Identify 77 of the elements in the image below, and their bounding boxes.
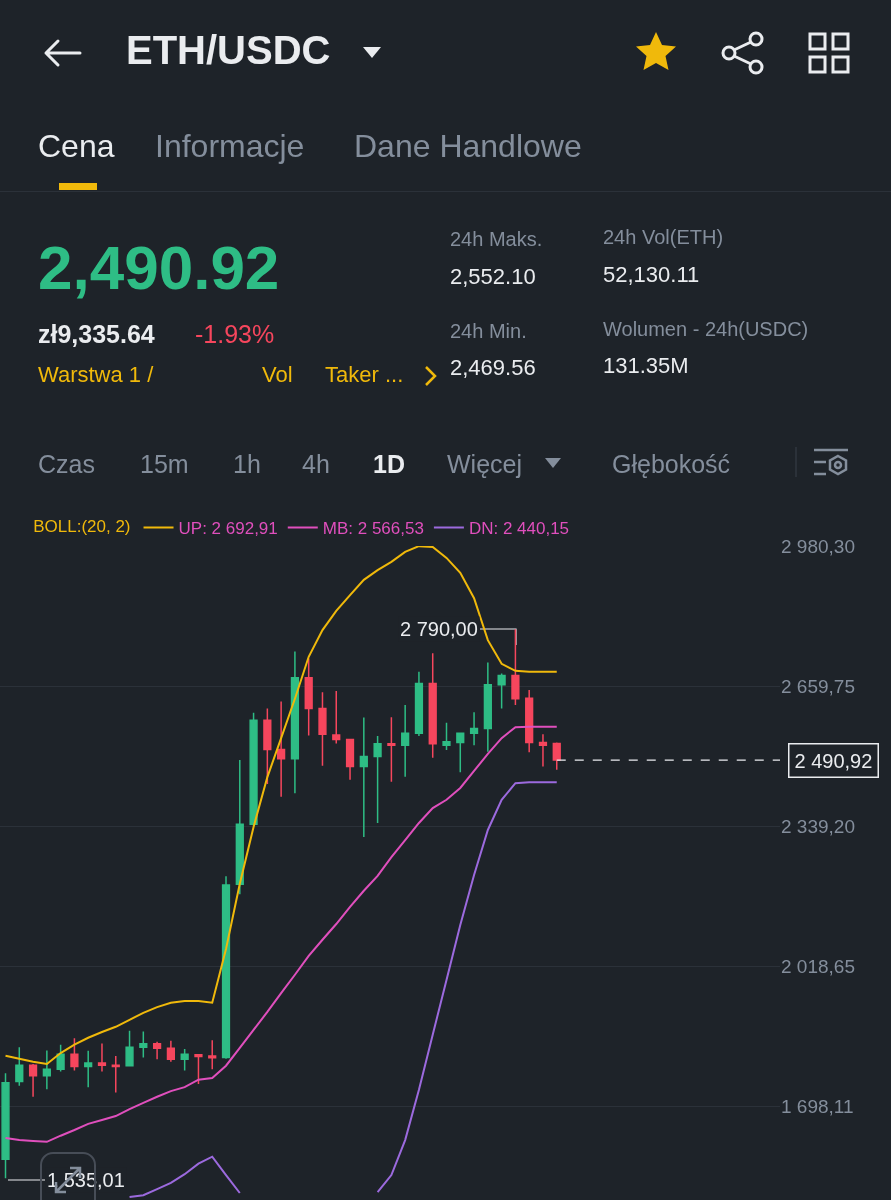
candlestick [28, 1063, 38, 1098]
candlestick [511, 628, 520, 706]
y-tick-label: 2 659,75 [781, 675, 855, 697]
text: 2,490.92 [38, 232, 280, 303]
text: Warstwa 1 / [38, 362, 154, 388]
text: 2,552.10 [450, 264, 536, 290]
text: Taker ... [325, 362, 404, 388]
text: Cena [38, 128, 115, 165]
ref-line-label: 2 490,92 [794, 749, 873, 772]
candlestick [125, 1029, 134, 1068]
candlestick [538, 733, 548, 768]
candlestick [221, 875, 231, 1060]
candlestick [277, 700, 286, 798]
candlestick [263, 707, 272, 785]
y-tick-label: 1 698,11 [781, 1096, 854, 1118]
candlestick [84, 1050, 93, 1088]
candlestick [111, 1055, 120, 1094]
candlestick [290, 650, 300, 794]
text: Więcej [447, 450, 523, 479]
candlestick [332, 690, 341, 745]
candlestick [1, 1072, 10, 1179]
legend-label: MB: 2 566,53 [322, 519, 424, 539]
candlestick [180, 1048, 189, 1072]
candlestick [70, 1037, 79, 1072]
candlestick [42, 1049, 51, 1091]
y-tick-label: 2 339,20 [781, 816, 855, 838]
legend-title: BOLL:(20, 2) [33, 517, 131, 537]
text: 4h [302, 450, 330, 479]
candlestick [345, 738, 355, 781]
candlestick [469, 711, 479, 746]
candlestick [483, 661, 492, 753]
candlestick [194, 1053, 203, 1085]
text: 131.35M [603, 353, 689, 379]
candlestick [497, 672, 506, 710]
text: ETH/USDC [126, 28, 331, 73]
text: 52,130.11 [603, 262, 700, 288]
text: 1D [373, 450, 405, 479]
text: Dane Handlowe [354, 128, 582, 165]
annotation: 2 790,00 [400, 618, 478, 640]
candlestick [15, 1046, 24, 1087]
text: zł9,335.64 [38, 320, 155, 349]
candlestick [525, 689, 534, 753]
candlestick [249, 712, 258, 827]
candlestick [359, 716, 368, 838]
text: 24h Vol(ETH) [603, 226, 724, 249]
text: 24h Maks. [450, 228, 543, 251]
candlestick [456, 731, 465, 773]
candlestick [208, 1039, 217, 1070]
legend-label: DN: 2 440,15 [468, 519, 570, 539]
text: Czas [38, 450, 95, 479]
line-series [4, 546, 558, 1065]
legend-label: UP: 2 692,91 [178, 519, 278, 539]
candlestick [152, 1040, 162, 1060]
candlestick [97, 1042, 107, 1073]
candlestick [387, 716, 396, 783]
text: Vol [262, 362, 293, 388]
candlestick [442, 722, 451, 751]
candlestick [166, 1040, 176, 1063]
text: -1.93% [195, 320, 275, 349]
candlestick [235, 759, 244, 896]
text: Wolumen - 24h(USDC) [603, 318, 809, 341]
text: 2,469.56 [450, 355, 536, 381]
y-tick-label: 2 018,65 [781, 956, 855, 978]
candlestick [552, 741, 561, 771]
candlestick [373, 735, 382, 824]
candlestick [414, 670, 424, 737]
candlestick [428, 652, 437, 759]
y-tick-label: 2 980,30 [781, 535, 855, 557]
text: Głębokość [612, 450, 731, 479]
line-series [4, 725, 558, 1143]
text: 1h [233, 450, 261, 479]
text: 15m [140, 450, 189, 479]
text: Informacje [155, 128, 305, 165]
candlestick [139, 1030, 148, 1059]
candlestick [401, 704, 410, 778]
candlestick [318, 691, 327, 767]
text: 24h Min. [450, 320, 527, 343]
